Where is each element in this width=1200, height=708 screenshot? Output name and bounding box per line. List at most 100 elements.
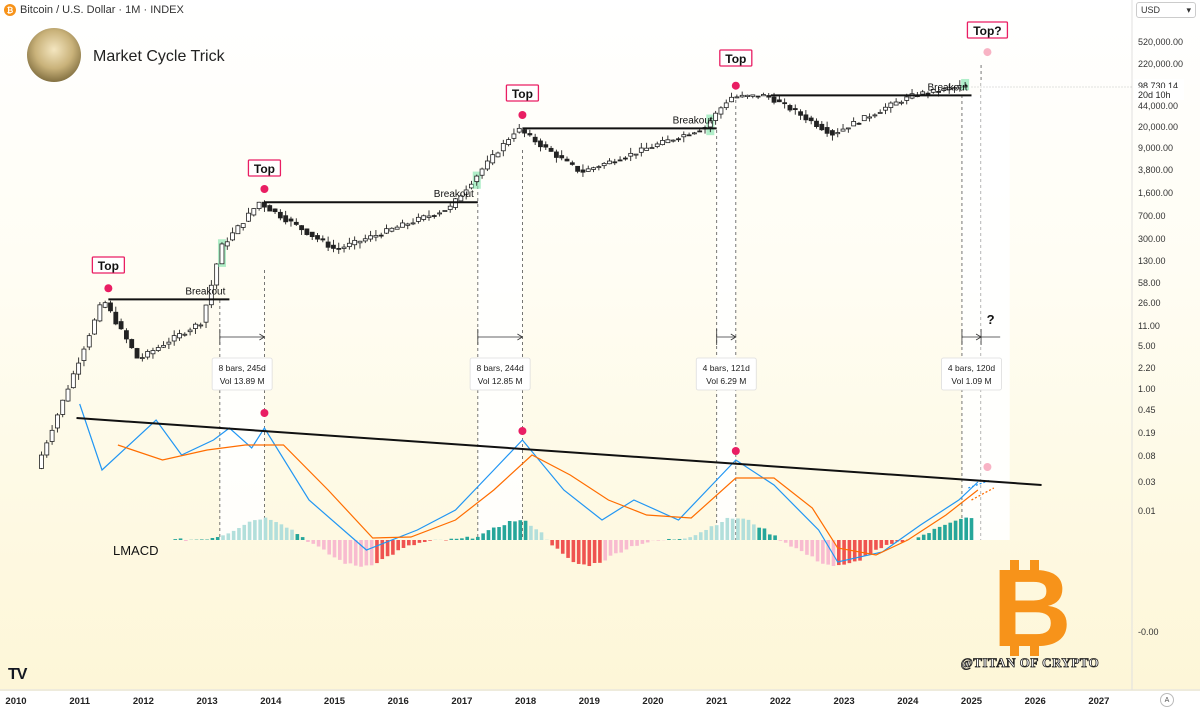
histogram-bar [184,540,188,542]
candle-body [883,106,888,111]
auto-scale-button[interactable]: A [1160,693,1174,707]
candle-body [543,144,549,148]
time-tick-label: 2024 [897,696,919,707]
candle-body [622,157,628,160]
range-arrowhead [730,333,737,341]
histogram-bar [231,530,236,540]
candle-body [421,215,427,220]
candle-body [49,429,55,442]
candle-body [707,120,713,128]
histogram-bar [683,538,687,540]
candle-body [532,136,538,143]
histogram-bar [178,538,183,540]
candle-body [81,348,87,361]
candle-body [808,117,814,122]
histogram-bar [826,540,830,565]
histogram-bar [396,540,400,551]
histogram-bar [916,537,921,540]
time-tick-label: 2020 [642,696,663,707]
range-bars-label: 8 bars, 244d [476,363,524,373]
histogram-bar [560,540,565,554]
histogram-bar [311,540,316,544]
histogram-bar [338,540,342,560]
candle-body [219,243,225,265]
histogram-bar [948,522,953,540]
idea-title: Market Cycle Trick [93,48,225,65]
histogram-bar [486,530,491,540]
top-label-box [966,21,1009,39]
histogram-bar [953,520,958,540]
time-tick-label: 2014 [260,696,282,707]
candle-body [766,95,772,98]
author-avatar [27,28,81,82]
histogram-bar [831,540,836,566]
histogram-bar [582,540,586,565]
candle-body [697,130,703,133]
candle-body [208,284,214,306]
candle-body [400,222,405,228]
candle-body [320,238,326,241]
histogram-bar [714,525,719,540]
current-price-box [1134,88,1184,100]
price-tick-label: 1.00 [1138,384,1156,394]
candle-body [617,159,623,162]
time-tick-label: 2012 [133,696,154,707]
price-tick-label: 20,000.00 [1138,122,1178,132]
candle-body [272,208,278,213]
time-tick-label: 2026 [1025,696,1046,707]
tradingview-logo[interactable]: TV [8,666,27,683]
candle-body [235,225,241,235]
candle-body [177,333,182,339]
candle-body [118,321,124,330]
candle-body [187,329,193,333]
candle-body [55,414,60,429]
chevron-down-icon: ▾ [1186,4,1191,15]
candle-body [925,92,931,95]
histogram-bar [619,540,623,553]
candle-body [166,341,172,345]
candle-body [458,195,464,202]
histogram-bar [720,521,724,540]
range-shade [219,300,265,540]
histogram-bar [199,539,204,540]
histogram-bar [306,540,310,542]
histogram-bar [927,533,931,540]
candle-body [384,228,389,234]
candle-body [139,357,145,359]
price-tick-label: 0.19 [1138,428,1156,438]
currency-dropdown[interactable]: USD ▾ [1136,2,1196,18]
macd-line [79,403,979,563]
histogram-bar [237,528,241,540]
symbol-header[interactable]: ₿ Bitcoin / U.S. Dollar · 1M · INDEX [0,0,184,20]
candle-body [872,114,878,117]
time-tick-label: 2018 [515,696,536,707]
candle-body [65,388,71,402]
histogram-bar [412,540,416,546]
price-tick-label: 11.00 [1138,321,1160,331]
candle-body [256,201,262,209]
indicator-label: LMACD [113,543,159,558]
candle-body [331,244,336,249]
histogram-bar [295,534,300,540]
histogram-bar [417,540,422,543]
candle-body [134,348,140,359]
candle-body [325,241,331,248]
candle-body [378,234,384,237]
candle-body [665,139,671,144]
candle-body [246,212,251,222]
candle-body [856,122,862,125]
candle-body [692,132,697,135]
histogram-bar [959,518,963,540]
histogram-bar [884,540,889,545]
histogram-bar [502,525,507,540]
histogram-bar [645,540,650,543]
breakout-label: Breakout [673,115,713,126]
candle-body [224,241,230,247]
histogram-bar [736,518,740,540]
bitcoin-icon: ₿ [4,4,16,16]
histogram-bar [407,540,411,546]
candle-body [861,115,867,122]
histogram-bar [460,538,464,540]
histogram-bar [964,517,968,540]
